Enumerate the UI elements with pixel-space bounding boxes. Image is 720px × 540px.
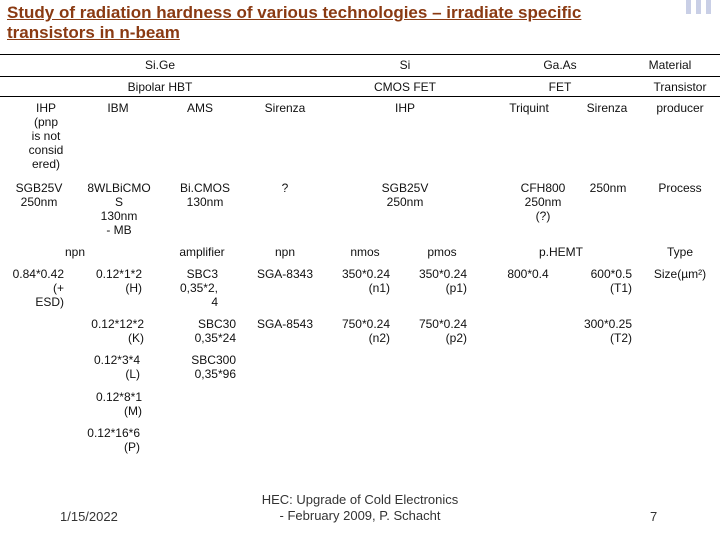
size-triquint: 800*0.4: [507, 267, 549, 281]
transistor-cmos: CMOS FET: [374, 80, 436, 94]
process-unknown: ?: [281, 181, 289, 195]
size-ibm: 0.12*16*6 (P): [87, 426, 140, 454]
table-top-rule: [0, 54, 720, 55]
material-label: Material: [648, 58, 692, 72]
transistor-bipolar: Bipolar HBT: [127, 80, 193, 94]
producer-ihp: IHP: [394, 101, 415, 115]
material-gaas: Ga.As: [543, 58, 577, 72]
footer-center: HEC: Upgrade of Cold Electronics - Febru…: [261, 492, 459, 523]
process-sgb25v: SGB25V 250nm: [15, 181, 63, 209]
slide-title: Study of radiation hardness of various t…: [7, 3, 582, 42]
producer-sirenza: Sirenza: [264, 101, 306, 115]
size-sirenza: 600*0.5 (T1): [590, 267, 632, 295]
process-sgb25v: SGB25V 250nm: [381, 181, 429, 209]
transistor-label: Transistor: [653, 80, 707, 94]
type-nmos: nmos: [350, 245, 380, 259]
producer-ihp: IHP (pnp is not consid ered): [28, 101, 64, 171]
size-label: Size(µm²): [653, 267, 707, 281]
size-ibm: 0.12*3*4 (L): [93, 353, 140, 381]
producer-ibm: IBM: [107, 101, 129, 115]
producer-sirenza: Sirenza: [586, 101, 628, 115]
process-cfh800: CFH800 250nm (?): [520, 181, 566, 223]
size-ibm: 0.12*12*2 (K): [91, 317, 144, 345]
size-sbc: SBC3 0,35*2, 4: [179, 267, 218, 309]
corner-decoration: [686, 0, 691, 14]
size-ibm: 0.12*1*2 (H): [95, 267, 142, 295]
size-sga: SGA-8343: [256, 267, 314, 281]
size-sbc: SBC30 0,35*24: [194, 317, 236, 345]
process-bicmos: Bi.CMOS 130nm: [179, 181, 230, 209]
producer-label: producer: [656, 101, 704, 115]
size-ibm: 0.12*8*1 (M): [95, 390, 142, 418]
size-sbc: SBC300 0,35*96: [191, 353, 236, 381]
producer-ams: AMS: [186, 101, 213, 115]
material-si: Si: [399, 58, 411, 72]
corner-decoration: [706, 0, 711, 14]
process-250nm: 250nm: [589, 181, 627, 195]
transistor-fet: FET: [548, 80, 572, 94]
size-sga: SGA-8543: [256, 317, 314, 331]
process-label: Process: [658, 181, 702, 195]
type-npn: npn: [274, 245, 296, 259]
size-sirenza: 300*0.25 (T2): [583, 317, 632, 345]
material-sige: Si.Ge: [144, 58, 175, 72]
type-pmos: pmos: [427, 245, 457, 259]
size-nmos: 750*0.24 (n2): [341, 317, 390, 345]
process-bicmos8: 8WLBiCMO S 130nm - MB: [87, 181, 151, 237]
size-pmos: 750*0.24 (p2): [418, 317, 467, 345]
table-rule: [0, 96, 720, 97]
size-nmos: 350*0.24 (n1): [341, 267, 390, 295]
type-npn: npn: [64, 245, 86, 259]
producer-triquint: Triquint: [509, 101, 549, 115]
type-label: Type: [666, 245, 693, 259]
footer-page-number: 7: [650, 509, 658, 524]
corner-decoration: [696, 0, 701, 14]
size-pmos: 350*0.24 (p1): [418, 267, 467, 295]
size-ihp: 0.84*0.42 (+ ESD): [12, 267, 64, 309]
type-amplifier: amplifier: [179, 245, 225, 259]
footer-date: 1/15/2022: [60, 509, 118, 524]
type-phemt: p.HEMT: [538, 245, 583, 259]
table-rule: [0, 76, 720, 77]
